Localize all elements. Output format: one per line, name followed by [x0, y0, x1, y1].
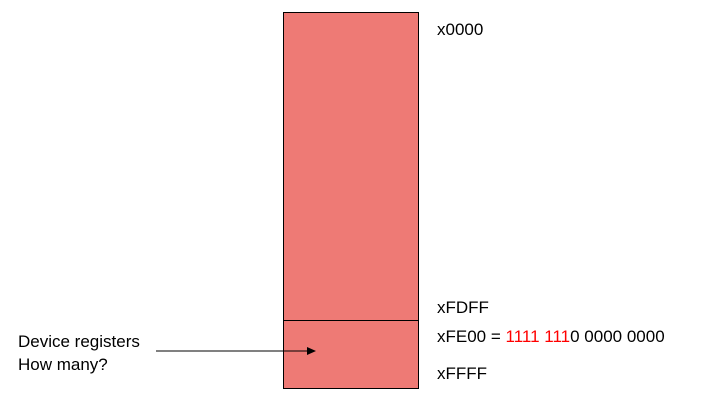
address-label-xfe00: xFE00: [437, 327, 487, 346]
equals-sign: =: [486, 327, 506, 346]
address-label-xfdff: xFDFF: [437, 298, 489, 317]
binary-remaining-bits: 0 0000 0000: [570, 327, 665, 346]
memory-block-main: [283, 12, 419, 321]
memory-block-device-registers: [283, 320, 419, 389]
address-label-xfe00-row: xFE00 = 1111 1110 0000 0000: [437, 327, 665, 347]
address-label-xffff: xFFFF: [437, 364, 488, 383]
how-many-question: How many?: [18, 355, 108, 374]
device-registers-label: Device registers: [18, 332, 140, 351]
address-label-x0000: x0000: [437, 20, 484, 39]
binary-highlighted-bits: 1111 111: [505, 327, 571, 346]
arrow-head: [307, 347, 316, 355]
